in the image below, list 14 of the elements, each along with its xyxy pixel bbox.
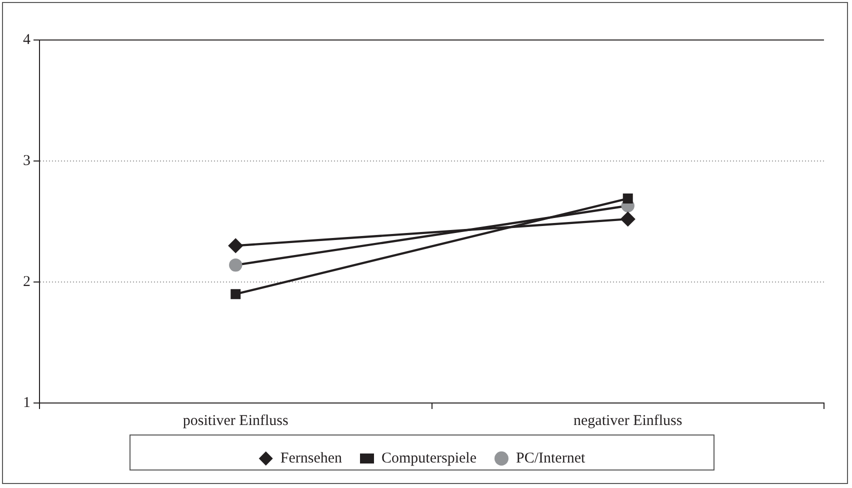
legend-label: Fernsehen [280,450,343,466]
x-tick-label: positiver Einfluss [182,412,288,429]
y-tick-label: 2 [23,274,30,290]
point [229,258,242,272]
x-tick-label: negativer Einfluss [574,412,682,429]
point [622,194,633,204]
y-tick-label: 3 [23,152,30,169]
point [228,238,243,253]
point [620,212,635,226]
legend-label: Computerspiele [382,450,477,466]
legend-label: PC/Internet [516,450,586,466]
y-tick-label: 1 [23,394,30,411]
point [230,289,241,300]
y-tick-label: 4 [23,32,31,48]
